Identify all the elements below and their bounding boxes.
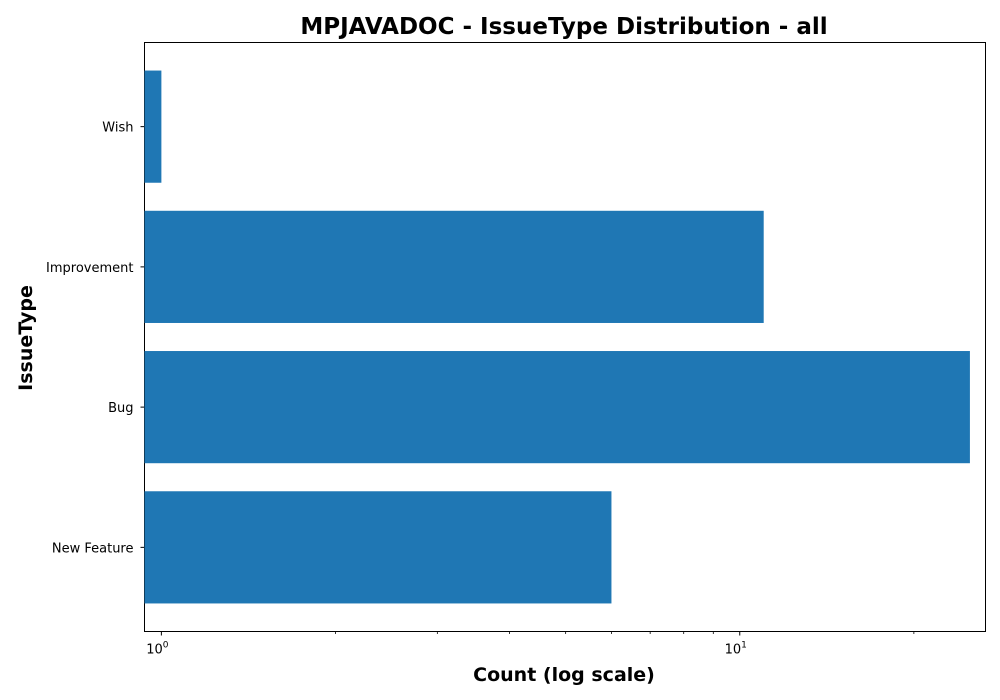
- bar-new-feature: [144, 491, 612, 604]
- bar-bug: [144, 351, 970, 464]
- x-axis-label: Count (log scale): [473, 664, 655, 686]
- plot-area: [144, 42, 986, 632]
- bar-improvement: [144, 210, 764, 323]
- x-tick-label: 101: [725, 641, 747, 658]
- x-tick-label: 100: [146, 641, 169, 658]
- y-tick-label: New Feature: [52, 541, 134, 556]
- y-tick-label: Wish: [102, 121, 133, 136]
- chart-title: MPJAVADOC - IssueType Distribution - all: [300, 14, 827, 40]
- y-tick-label: Improvement: [46, 261, 133, 276]
- bar-wish: [144, 70, 162, 183]
- y-axis-label: IssueType: [15, 285, 37, 391]
- y-tick-label: Bug: [108, 401, 133, 416]
